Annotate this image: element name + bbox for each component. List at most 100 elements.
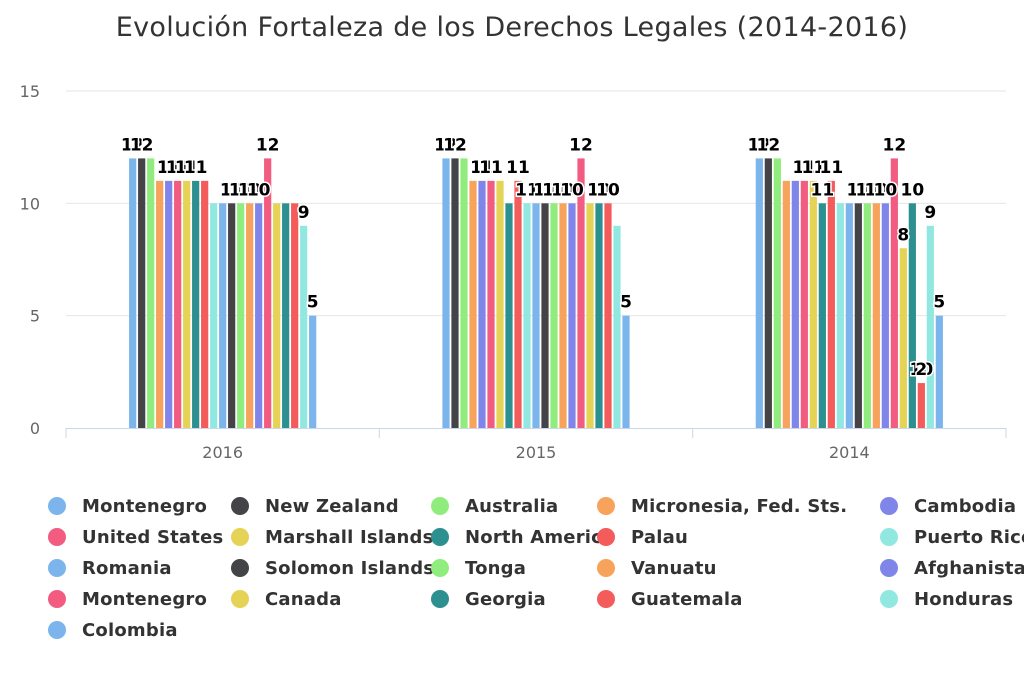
legend-item[interactable]: Palau xyxy=(597,523,688,551)
legend-label: Puerto Rico xyxy=(914,526,1024,548)
bar[interactable] xyxy=(568,203,576,428)
legend-item[interactable]: Honduras xyxy=(880,585,1013,613)
x-tick-label: 2015 xyxy=(516,443,557,462)
bar[interactable] xyxy=(496,180,504,428)
bar[interactable] xyxy=(845,203,853,428)
data-label: 11 xyxy=(157,158,181,178)
legend-item[interactable]: Canada xyxy=(231,585,342,613)
legend-item[interactable]: North America xyxy=(431,523,614,551)
legend-item[interactable]: Australia xyxy=(431,492,558,520)
legend-marker xyxy=(48,590,66,608)
bar[interactable] xyxy=(523,203,531,428)
bar[interactable] xyxy=(273,203,281,428)
data-label: 10 xyxy=(247,180,271,200)
bar[interactable] xyxy=(613,225,621,428)
bar[interactable] xyxy=(255,203,263,428)
bar[interactable] xyxy=(854,203,862,428)
legend-marker xyxy=(48,621,66,639)
legend-item[interactable]: Georgia xyxy=(431,585,546,613)
bar[interactable] xyxy=(282,203,290,428)
bar[interactable] xyxy=(246,203,254,428)
legend-item[interactable]: Montenegro xyxy=(48,585,207,613)
bar[interactable] xyxy=(514,180,522,428)
legend-item[interactable]: Marshall Islands xyxy=(231,523,434,551)
bar[interactable] xyxy=(604,203,612,428)
bar[interactable] xyxy=(881,203,889,428)
legend-marker xyxy=(597,559,615,577)
legend-item[interactable]: Micronesia, Fed. Sts. xyxy=(597,492,847,520)
data-label: 12 xyxy=(747,135,771,155)
bar[interactable] xyxy=(478,180,486,428)
bar[interactable] xyxy=(595,203,603,428)
legend-item[interactable]: United States xyxy=(48,523,223,551)
bar[interactable] xyxy=(863,203,871,428)
bar[interactable] xyxy=(460,158,468,428)
data-label: 10 xyxy=(864,180,888,200)
bar[interactable] xyxy=(165,180,173,428)
bar[interactable] xyxy=(764,158,772,428)
bar[interactable] xyxy=(541,203,549,428)
legend-item[interactable]: Afghanistan xyxy=(880,554,1024,582)
legend-item[interactable]: Vanuatu xyxy=(597,554,717,582)
bar[interactable] xyxy=(791,180,799,428)
bar[interactable] xyxy=(469,180,477,428)
legend-marker xyxy=(880,590,898,608)
data-label: 11 xyxy=(810,180,834,200)
bar[interactable] xyxy=(926,225,934,428)
legend-label: Tonga xyxy=(465,557,527,579)
bar[interactable] xyxy=(908,203,916,428)
bar[interactable] xyxy=(228,203,236,428)
bar[interactable] xyxy=(451,158,459,428)
legend-item[interactable]: Puerto Rico xyxy=(880,523,1024,551)
bar[interactable] xyxy=(755,158,763,428)
bar[interactable] xyxy=(183,180,191,428)
bar[interactable] xyxy=(782,180,790,428)
legend-item[interactable]: New Zealand xyxy=(231,492,399,520)
bar[interactable] xyxy=(773,158,781,428)
bar[interactable] xyxy=(174,180,182,428)
legend-label: Guatemala xyxy=(631,588,743,610)
bar[interactable] xyxy=(264,158,272,428)
bar[interactable] xyxy=(147,158,155,428)
bar[interactable] xyxy=(129,158,137,428)
bar[interactable] xyxy=(237,203,245,428)
legend-item[interactable]: Guatemala xyxy=(597,585,743,613)
data-label: 2 xyxy=(915,360,927,380)
bar[interactable] xyxy=(836,203,844,428)
bar[interactable] xyxy=(532,203,540,428)
bar[interactable] xyxy=(138,158,146,428)
bar[interactable] xyxy=(800,180,808,428)
bar[interactable] xyxy=(550,203,558,428)
bar[interactable] xyxy=(827,180,835,428)
bar[interactable] xyxy=(156,180,164,428)
bar[interactable] xyxy=(622,315,630,428)
bar[interactable] xyxy=(309,315,317,428)
bar[interactable] xyxy=(818,203,826,428)
bar[interactable] xyxy=(210,203,218,428)
bar[interactable] xyxy=(872,203,880,428)
bar[interactable] xyxy=(577,158,585,428)
bar[interactable] xyxy=(219,203,227,428)
bar[interactable] xyxy=(201,180,209,428)
bar[interactable] xyxy=(586,203,594,428)
bar[interactable] xyxy=(505,203,513,428)
legend-item[interactable]: Colombia xyxy=(48,616,178,644)
legend-item[interactable]: Romania xyxy=(48,554,172,582)
bar[interactable] xyxy=(300,225,308,428)
bar[interactable] xyxy=(917,383,925,428)
bar[interactable] xyxy=(291,203,299,428)
bar[interactable] xyxy=(442,158,450,428)
bar[interactable] xyxy=(559,203,567,428)
bar[interactable] xyxy=(890,158,898,428)
bar[interactable] xyxy=(935,315,943,428)
legend-item[interactable]: Montenegro xyxy=(48,492,207,520)
bar[interactable] xyxy=(192,180,200,428)
legend-item[interactable]: Tonga xyxy=(431,554,526,582)
legend-item[interactable]: Cambodia xyxy=(880,492,1016,520)
data-label: 10 xyxy=(533,180,557,200)
bar[interactable] xyxy=(899,248,907,428)
bar[interactable] xyxy=(487,180,495,428)
legend-item[interactable]: Solomon Islands xyxy=(231,554,434,582)
legend-marker xyxy=(48,497,66,515)
bar[interactable] xyxy=(809,180,817,428)
